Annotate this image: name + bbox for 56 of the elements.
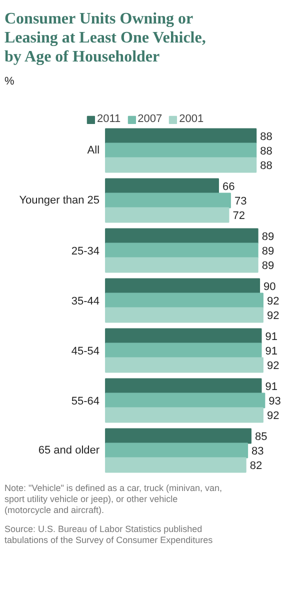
data-label: 88 xyxy=(260,131,272,143)
data-label: 92 xyxy=(266,410,280,422)
y-tick-label: 35-44 xyxy=(71,296,100,308)
legend-label: 2001 xyxy=(179,113,204,125)
data-label: 92 xyxy=(266,296,280,308)
data-label: 72 xyxy=(232,210,245,222)
text: % xyxy=(4,76,14,88)
y-tick-label: All xyxy=(87,144,100,156)
bar xyxy=(105,178,219,194)
source-note: Source: U.S. Bureau of Labor Statistics published tabulations of the Survey of Consumer Expenditures xyxy=(4,524,214,545)
y-tick-label: 25-34 xyxy=(71,246,100,258)
data-label: 89 xyxy=(262,231,274,243)
bar xyxy=(105,457,246,473)
bar xyxy=(105,157,257,173)
data-label: 90 xyxy=(264,281,276,293)
legend-label: 2007 xyxy=(138,113,162,125)
legend-label: 2011 xyxy=(97,113,121,125)
bar xyxy=(105,442,248,458)
bar xyxy=(105,278,260,294)
data-label: 89 xyxy=(262,246,274,258)
data-label: 91 xyxy=(265,381,278,393)
data-label: 93 xyxy=(268,396,281,408)
data-label: 73 xyxy=(234,196,247,208)
y-tick-label: Younger than 25 xyxy=(19,194,100,206)
bar xyxy=(105,378,262,394)
data-label: 83 xyxy=(252,446,264,458)
data-label: 91 xyxy=(265,346,278,358)
data-label: 85 xyxy=(254,431,268,443)
data-label: 89 xyxy=(262,260,274,272)
y-tick-label: 55-64 xyxy=(71,396,100,408)
bar xyxy=(105,128,257,144)
data-label: 91 xyxy=(265,331,278,343)
bar xyxy=(105,192,231,208)
bar xyxy=(105,342,262,358)
y-tick-label: 65 and older xyxy=(38,444,100,456)
data-label: 88 xyxy=(260,146,272,158)
bar xyxy=(105,142,257,158)
y-tick-label: 45-54 xyxy=(71,346,100,358)
text: Note: "Vehicle" is defined as a car, truck (minivan, van, sport utility vehicle or jeep), or other vehicle (motorcycle and aircraft). xyxy=(4,483,222,515)
bar xyxy=(105,242,258,258)
data-label: 66 xyxy=(222,181,235,193)
bar xyxy=(105,357,264,373)
bar xyxy=(105,257,258,273)
bar xyxy=(105,228,258,244)
bar xyxy=(105,407,264,423)
data-label: 88 xyxy=(260,160,272,172)
bar xyxy=(105,328,262,344)
chart-title: Consumer Units Owning or Leasing at Least One Vehicle, by Age of Householder xyxy=(4,10,206,66)
bar xyxy=(105,392,266,408)
bar xyxy=(105,307,264,323)
data-label: 92 xyxy=(266,310,280,322)
data-label: 82 xyxy=(250,460,262,472)
bar xyxy=(105,207,230,223)
bar xyxy=(105,428,252,444)
bar xyxy=(105,292,264,308)
data-label: 92 xyxy=(266,360,280,372)
